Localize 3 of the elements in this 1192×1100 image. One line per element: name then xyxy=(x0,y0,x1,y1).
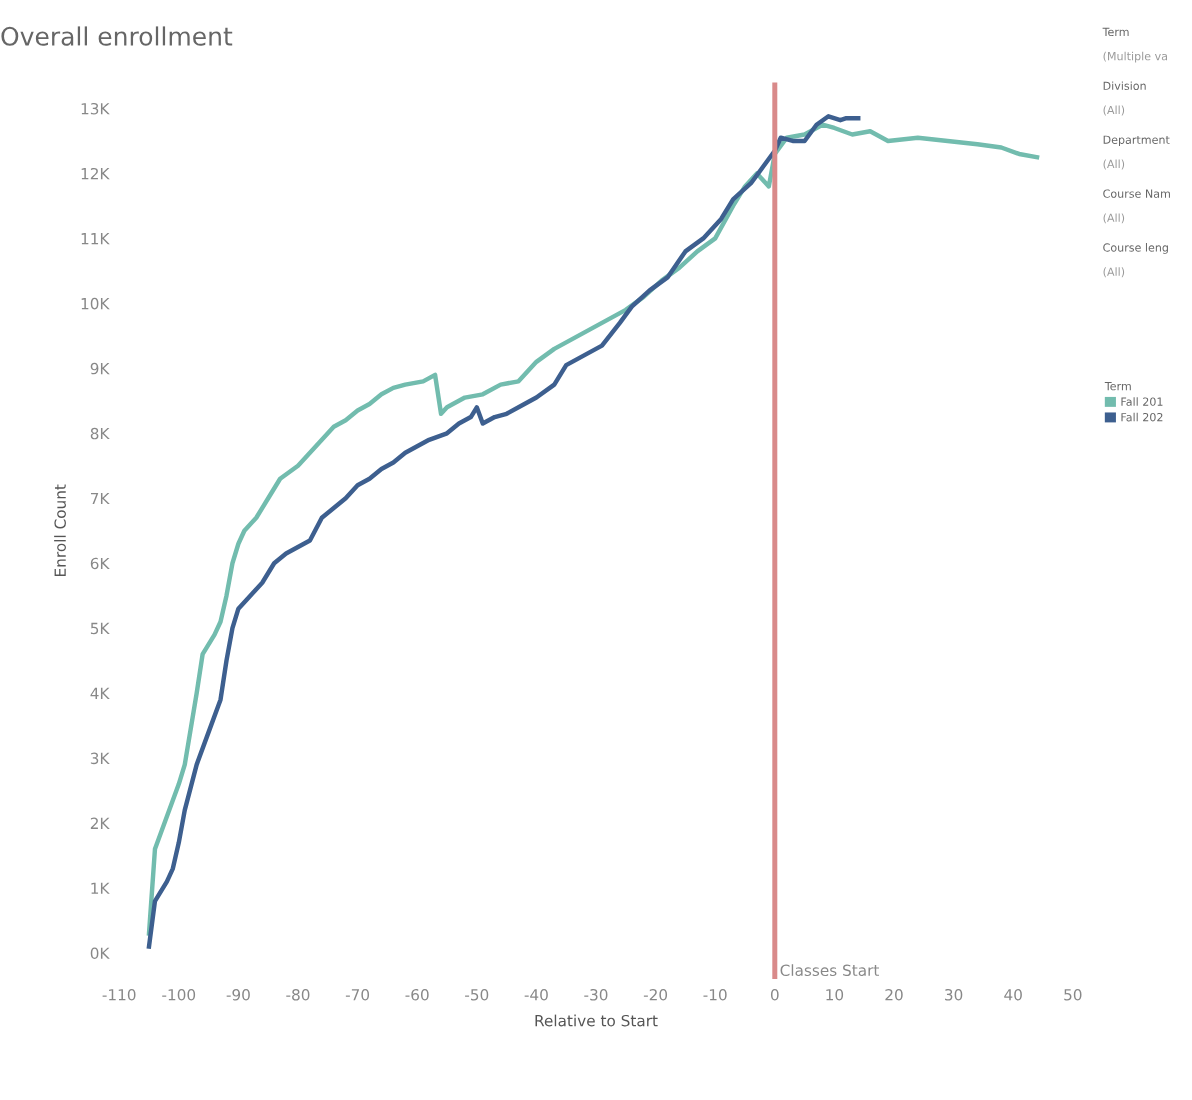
chart-title: Overall enrollment xyxy=(1,26,233,46)
line-series xyxy=(146,122,1040,936)
line-series xyxy=(146,114,861,949)
